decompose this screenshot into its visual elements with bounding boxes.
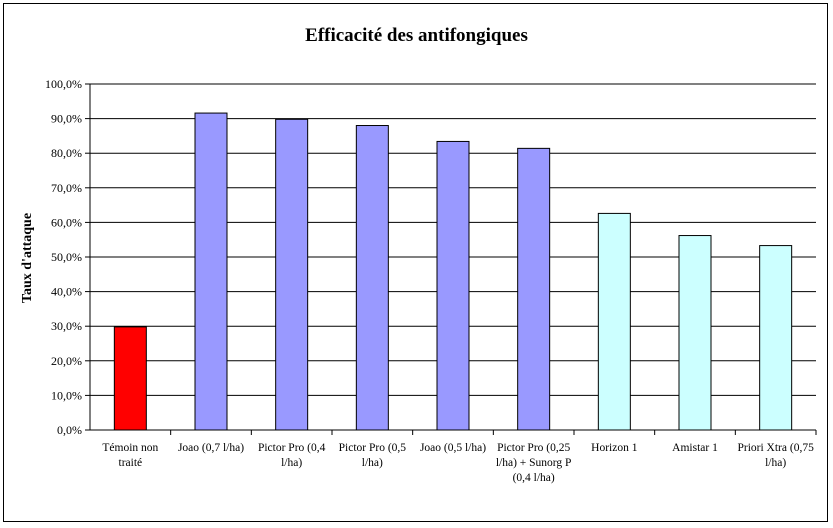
bar — [436, 140, 470, 431]
x-tick-label: Pictor Pro (0,4 l/ha) — [257, 442, 326, 469]
y-tick-label: 90,0% — [51, 112, 82, 126]
bar — [597, 212, 631, 431]
bar — [275, 118, 309, 431]
x-tick-label: Joao (0,7 l/ha) — [177, 442, 245, 454]
x-tick-label: Joao (0,5 l/ha) — [419, 442, 487, 454]
x-tick-label: Pictor Pro (0,5 l/ha) — [338, 442, 407, 469]
bar — [759, 245, 793, 431]
bar — [678, 235, 712, 431]
x-tick-label: Horizon 1 — [591, 442, 638, 454]
x-tick-label: Pictor Pro (0,25 l/ha) + Sunorg P (0,4 l… — [495, 442, 572, 484]
y-tick-label: 60,0% — [51, 215, 82, 229]
x-tick-label: Priori Xtra (0,75 l/ha) — [737, 442, 814, 469]
bar — [517, 147, 551, 431]
bar — [113, 326, 147, 431]
y-tick-label: 30,0% — [51, 319, 82, 333]
y-tick-label: 0,0% — [57, 423, 82, 437]
bar — [194, 112, 228, 431]
y-tick-label: 40,0% — [51, 285, 82, 299]
x-tick-label: Amistar 1 — [672, 442, 718, 454]
y-tick-label: 20,0% — [51, 354, 82, 368]
y-tick-label: 70,0% — [51, 181, 82, 195]
bar — [355, 125, 389, 431]
chart-title: Efficacité des antifongiques — [305, 25, 528, 46]
y-tick-label: 100,0% — [45, 77, 82, 91]
y-tick-label: 80,0% — [51, 146, 82, 160]
y-tick-label: 10,0% — [51, 388, 82, 402]
x-tick-label: Témoin non traité — [102, 442, 159, 469]
y-tick-label: 50,0% — [51, 250, 82, 264]
